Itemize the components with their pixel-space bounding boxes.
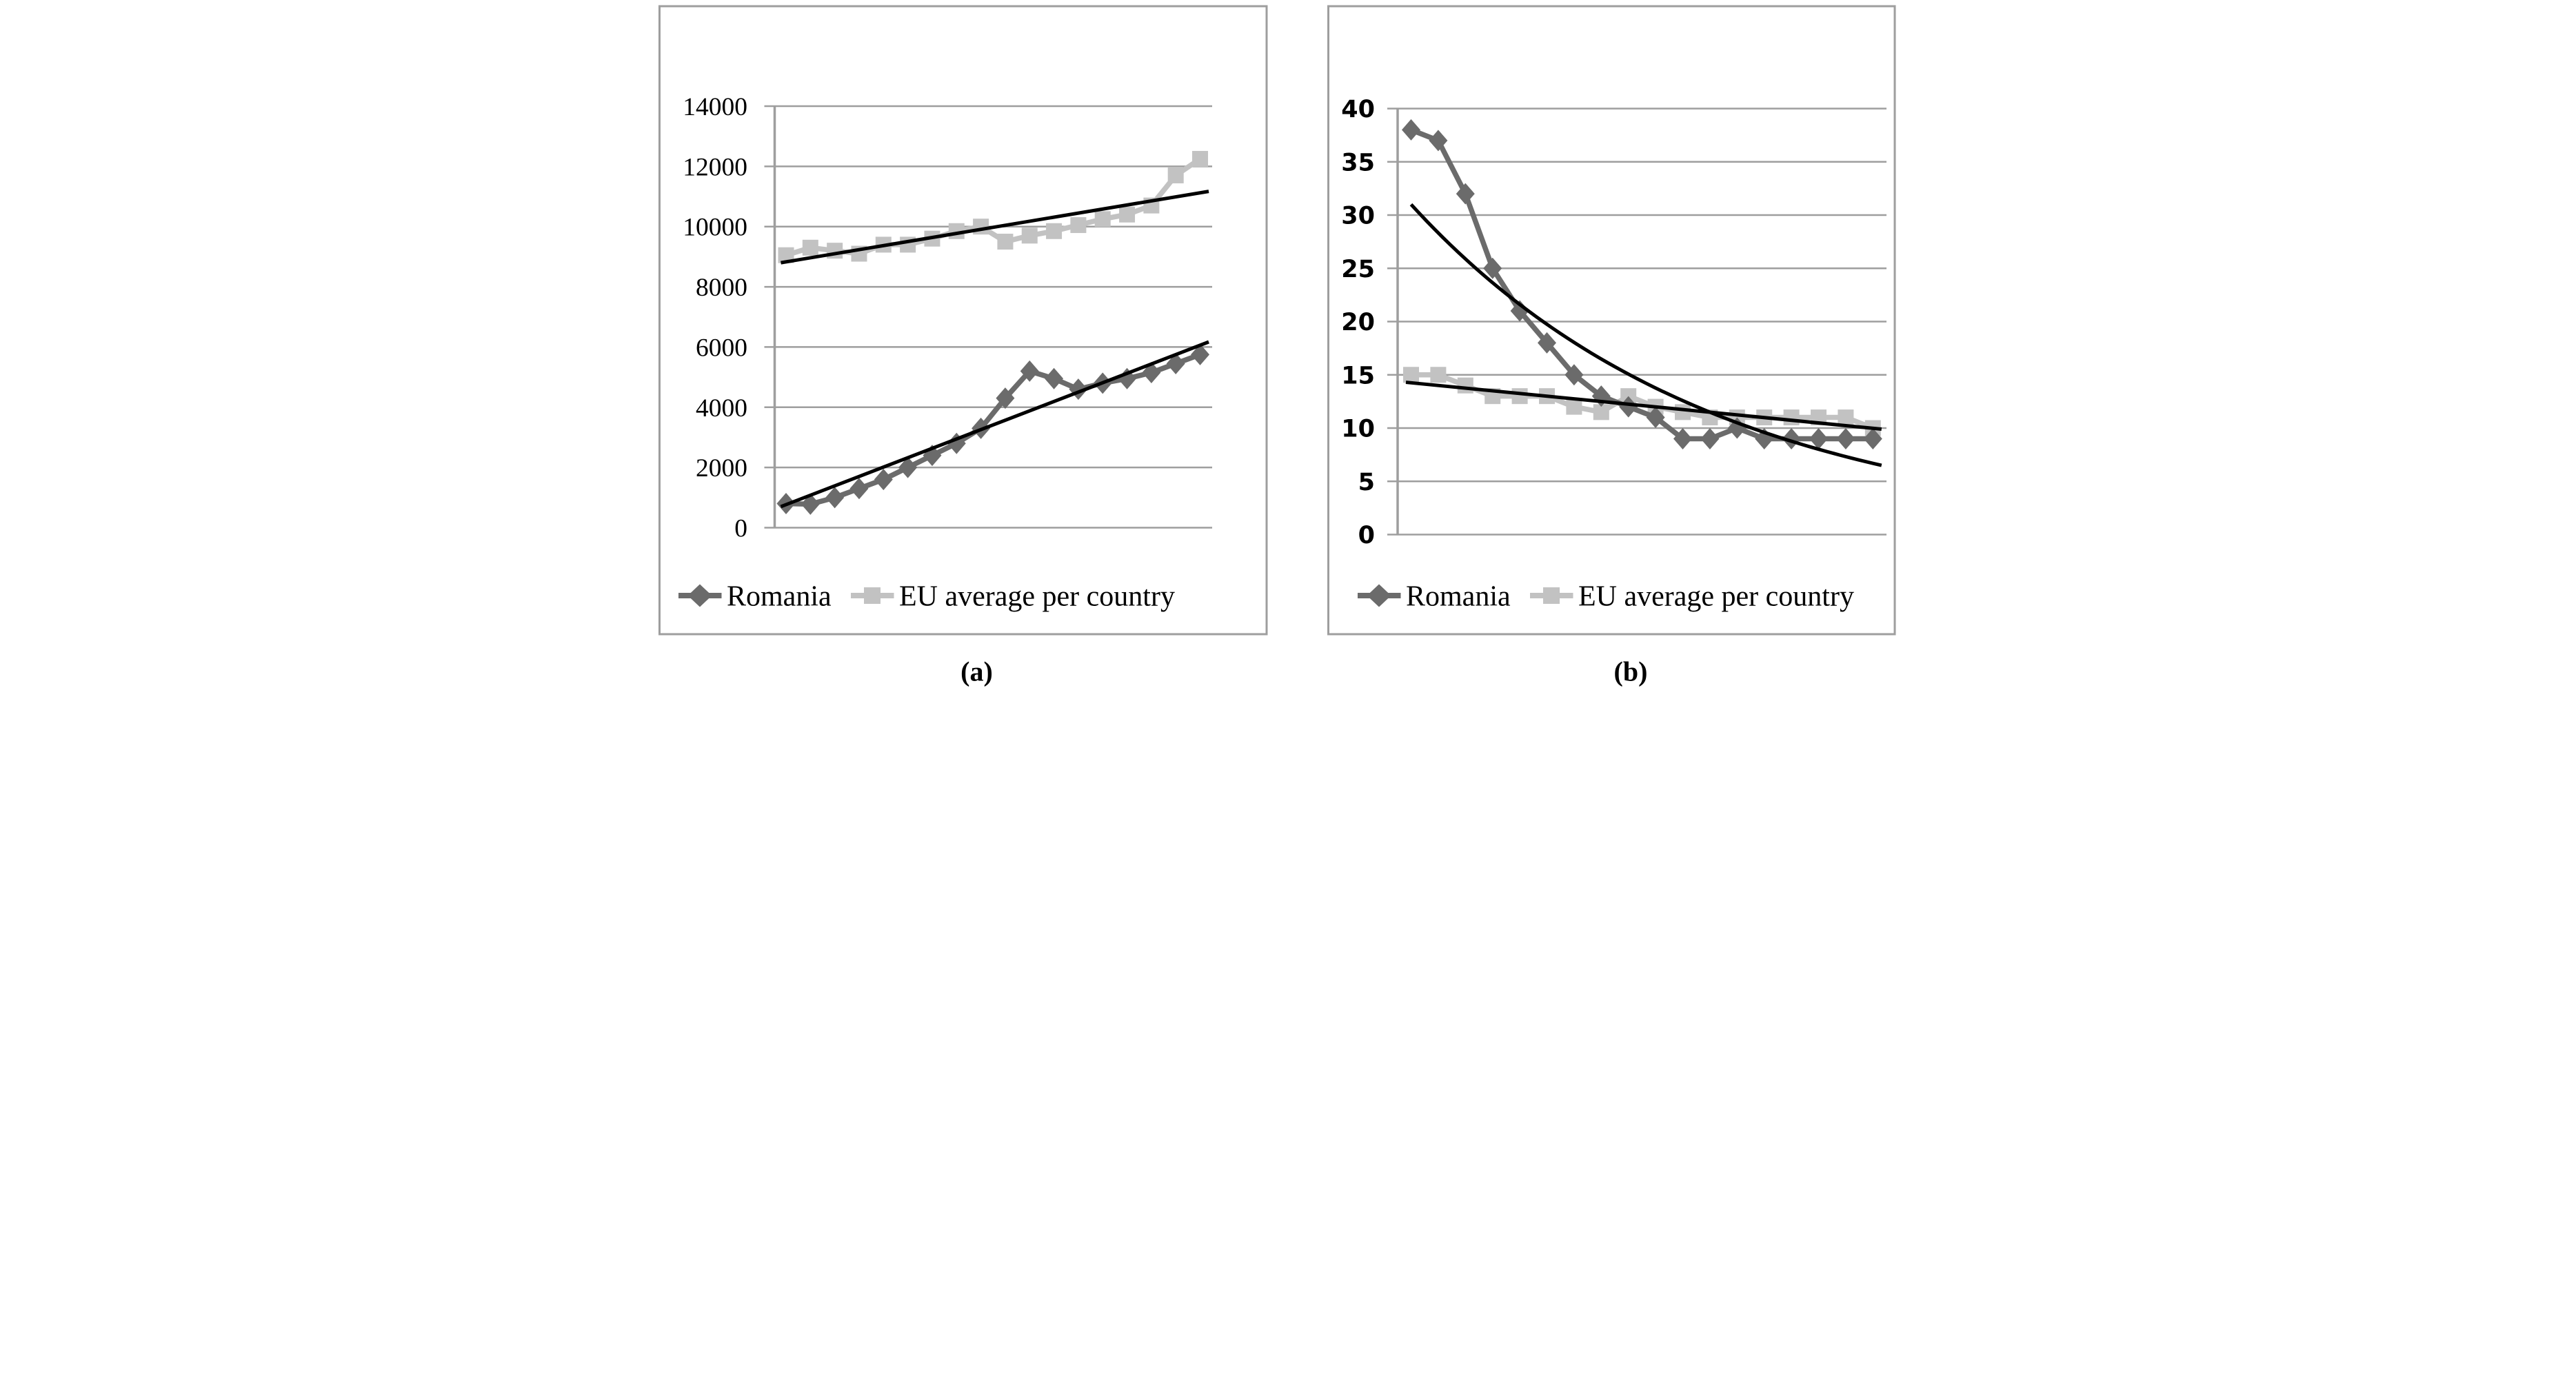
y-tick-label: 40: [1341, 96, 1375, 123]
y-tick-label: 6000: [696, 334, 747, 362]
chart-a: 14000 12000 10000 8000 6000 4000 2000 0 Romania…: [658, 5, 1268, 636]
y-tick-label: 20: [1341, 309, 1375, 336]
square-marker-icon: [1119, 206, 1136, 223]
trendline-romania: [1409, 203, 1882, 467]
legend-romania-label: Romania: [727, 581, 832, 613]
diamond-marker-icon: [849, 478, 869, 500]
diamond-marker-icon: [825, 487, 845, 509]
chart-a-legend: Romania EU average per country: [678, 581, 1175, 613]
square-marker-icon: [1457, 377, 1473, 394]
square-marker-icon: [1403, 367, 1419, 383]
square-marker-icon: [864, 587, 881, 604]
diamond-marker-icon: [874, 469, 893, 491]
chart-a-plot-area: 14000 12000 10000 8000 6000 4000 2000 0: [683, 93, 1212, 543]
y-tick-label: 10: [1341, 416, 1375, 443]
chart-a-border: [658, 5, 1268, 636]
diamond-marker-icon: [1564, 364, 1584, 386]
square-marker-icon: [1046, 223, 1063, 239]
y-tick-label: 5: [1358, 469, 1375, 496]
legend-eu-label: EU average per country: [899, 581, 1175, 613]
figure-page: 14000 12000 10000 8000 6000 4000 2000 0 Romania…: [644, 0, 1932, 695]
diamond-marker-icon: [1619, 396, 1638, 418]
diamond-marker-icon: [1700, 427, 1720, 449]
y-tick-label: 15: [1341, 362, 1375, 389]
diamond-marker-icon: [1646, 407, 1665, 429]
diamond-marker-icon: [1836, 427, 1855, 449]
legend-romania-label: Romania: [1406, 581, 1511, 613]
y-tick-label: 2000: [696, 454, 747, 483]
y-tick-label: 12000: [683, 153, 747, 181]
square-marker-icon: [1511, 388, 1528, 405]
square-marker-icon: [1593, 404, 1609, 420]
diamond-marker-icon: [1045, 367, 1064, 389]
two-panel-line-chart-figure: 14000 12000 10000 8000 6000 4000 2000 0 Romania…: [644, 0, 1932, 695]
chart-b-border: [1327, 5, 1896, 636]
diamond-marker-icon: [687, 584, 712, 607]
diamond-marker-icon: [1367, 584, 1391, 607]
y-tick-label: 0: [1358, 522, 1375, 549]
trendline-romania: [780, 340, 1209, 509]
diamond-marker-icon: [1402, 119, 1420, 141]
diamond-marker-icon: [1782, 427, 1801, 449]
diamond-marker-icon: [1429, 130, 1448, 152]
square-marker-icon: [1783, 409, 1800, 426]
square-marker-icon: [1430, 367, 1447, 383]
y-tick-label: 30: [1341, 203, 1375, 230]
y-tick-label: 14000: [683, 93, 747, 121]
square-marker-icon: [1070, 217, 1087, 234]
diamond-marker-icon: [898, 456, 918, 478]
diamond-marker-icon: [1863, 427, 1882, 449]
diamond-marker-icon: [1191, 343, 1210, 365]
square-marker-icon: [778, 247, 794, 263]
diamond-marker-icon: [923, 445, 942, 467]
y-tick-label: 25: [1341, 256, 1375, 283]
trendline-eu: [781, 190, 1209, 265]
square-marker-icon: [1021, 227, 1038, 244]
diamond-marker-icon: [1166, 352, 1185, 374]
chart-b: 40 35 30 25 20 15 10 5 0 Romania EU average per …: [1327, 5, 1896, 636]
diamond-marker-icon: [1483, 257, 1502, 279]
diamond-marker-icon: [1809, 427, 1828, 449]
square-marker-icon: [1094, 211, 1111, 227]
caption-a: (a): [960, 656, 993, 687]
legend-eu-label: EU average per country: [1578, 581, 1854, 613]
diamond-marker-icon: [996, 387, 1015, 409]
diamond-marker-icon: [947, 432, 966, 454]
square-marker-icon: [1838, 409, 1854, 426]
square-marker-icon: [802, 239, 818, 256]
diamond-marker-icon: [1456, 183, 1475, 205]
square-marker-icon: [997, 234, 1014, 250]
y-tick-label: 0: [734, 515, 747, 543]
trendline-eu: [1405, 381, 1882, 432]
caption-b: (b): [1614, 656, 1648, 687]
y-tick-label: 4000: [696, 394, 747, 423]
diamond-marker-icon: [1020, 360, 1039, 382]
chart-b-plot-area: 40 35 30 25 20 15 10 5 0: [1341, 96, 1886, 549]
y-tick-label: 35: [1341, 149, 1375, 176]
y-tick-label: 10000: [683, 214, 747, 242]
chart-b-legend: Romania EU average per country: [1358, 581, 1854, 613]
diamond-marker-icon: [1510, 300, 1529, 322]
square-marker-icon: [1543, 587, 1560, 604]
diamond-marker-icon: [801, 493, 820, 515]
y-tick-label: 8000: [696, 274, 747, 302]
square-marker-icon: [1192, 150, 1209, 167]
diamond-marker-icon: [1673, 427, 1692, 449]
square-marker-icon: [1566, 398, 1582, 415]
square-marker-icon: [1167, 167, 1184, 183]
square-marker-icon: [1675, 404, 1691, 420]
diamond-marker-icon: [1538, 332, 1556, 354]
square-marker-icon: [973, 219, 989, 235]
